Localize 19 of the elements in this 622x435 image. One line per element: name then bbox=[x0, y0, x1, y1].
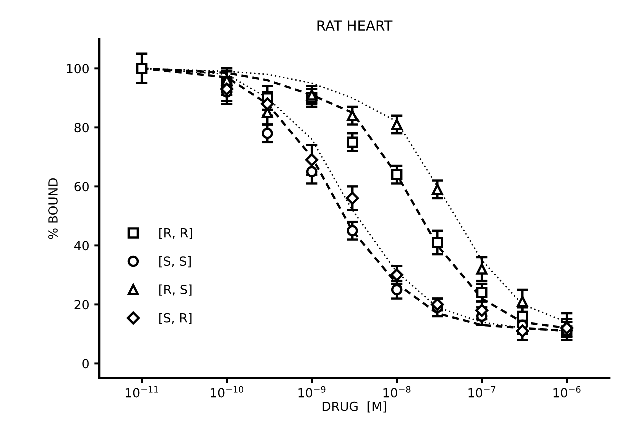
legend-label: [S, S] bbox=[160, 256, 191, 268]
x-tick-label: 10$^{−7}$ bbox=[468, 386, 496, 398]
x-tick-label: 10$^{−6}$ bbox=[554, 386, 581, 398]
legend-label: [R, R] bbox=[160, 228, 192, 240]
x-tick-label: 10$^{−10}$ bbox=[210, 386, 244, 398]
y-tick-label: 0 bbox=[82, 359, 89, 369]
chart-title: RAT HEART bbox=[318, 20, 393, 31]
y-tick-label: 60 bbox=[74, 182, 89, 192]
y-tick-label: 100 bbox=[67, 64, 89, 74]
x-tick-label: 10$^{−11}$ bbox=[126, 386, 158, 398]
legend-label: [S, R] bbox=[160, 313, 192, 324]
x-tick-label: 10$^{−8}$ bbox=[384, 386, 411, 398]
y-tick-label: 40 bbox=[74, 241, 89, 251]
y-axis-title: % BOUND bbox=[48, 178, 58, 240]
legend-label: [R, S] bbox=[160, 284, 192, 296]
y-tick-label: 80 bbox=[74, 123, 89, 133]
x-tick-label: 10$^{−9}$ bbox=[298, 386, 326, 398]
y-tick-label: 20 bbox=[74, 300, 89, 310]
x-axis-title: DRUG [M] bbox=[322, 402, 386, 413]
